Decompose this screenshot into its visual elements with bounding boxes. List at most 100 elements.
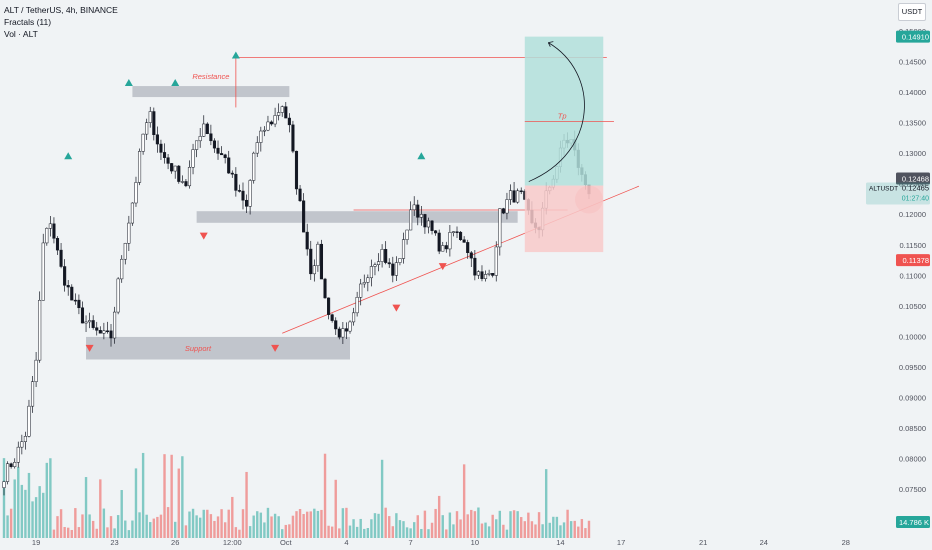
volume-bar [81,514,84,538]
volume-bar [74,508,77,538]
candle-body [498,208,502,248]
volume-bar [484,522,487,538]
candle-body [130,202,134,224]
candle-body [501,208,505,214]
candle-body [391,263,395,276]
candle-body [259,130,263,143]
candle-body [152,111,156,135]
volume-bar [45,462,49,538]
candle-body [277,112,281,116]
candle-body [241,190,245,201]
volume-bar [234,527,238,538]
candle-body [237,190,241,192]
candle-body [466,242,470,253]
price-tick-label: 0.11000 [899,271,926,280]
price-tick-label: 0.14500 [899,58,926,67]
candle-body [55,238,60,251]
candle-body [266,121,270,131]
candle-body [451,231,455,233]
candle-body [52,223,56,239]
candle-body [409,209,413,231]
volume-bar [316,510,320,538]
candle-body [519,190,523,193]
volume-bar [270,516,273,538]
candle-body [380,249,384,262]
current-price-box [866,182,930,205]
volume-bar [99,479,102,538]
candle-body [384,249,388,263]
candle-body [41,242,45,301]
candle-body [491,273,495,276]
price-tick-label: 0.11500 [899,241,926,250]
volume-bar [380,459,384,538]
volume-bar [124,520,127,538]
volume-bar [56,516,59,538]
volume-bar [520,517,523,538]
candle-body [223,154,227,159]
candle-body [98,330,102,334]
volume-bar [491,514,494,538]
candle-body [191,149,195,168]
candle-body [366,277,370,283]
tp-label: Tp [558,111,567,120]
candle-body [423,214,427,228]
fractal-up-marker [64,152,73,160]
candle-body [323,278,327,299]
candle-body [334,320,338,330]
volume-bar [427,529,430,538]
volume-bar [116,515,120,538]
candle-body [352,312,356,323]
fractal-down-marker [199,232,208,240]
volume-bar [156,516,159,538]
volume-bar [541,524,544,538]
volume-bar [437,495,441,538]
volume-bar [127,530,131,538]
volume-bar [109,516,113,538]
volume-bar [309,511,312,538]
candle-body [273,115,277,125]
volume-bar [370,519,373,538]
target-price-tag-bg [896,30,930,43]
candle-body [137,151,142,183]
volume-bar [473,511,477,538]
indicator-volume-label[interactable]: Vol · ALT [4,29,38,39]
volume-bar [213,520,216,538]
candle-body [337,328,341,338]
candle-body [248,180,252,207]
volume-bar [231,496,234,538]
volume-bar [569,521,573,538]
currency-button[interactable]: USDT [898,3,926,21]
price-tick-label: 0.14000 [899,88,926,97]
volume-bar [480,523,484,538]
price-tick-label: 0.13500 [899,119,926,128]
price-tick-label: 0.08000 [899,454,926,463]
position-tool[interactable]: Tp [524,36,614,253]
volume-bar [134,468,138,538]
volume-bar [313,508,316,538]
candle-body [330,314,334,321]
candle-body [84,321,88,324]
candle-body [437,232,441,252]
volume-bar [145,514,148,538]
volume-bar [338,528,341,538]
volume-bar [434,508,437,538]
candle-body [269,121,274,125]
volume-bar [20,484,24,538]
volume-bar [452,524,455,538]
time-tick-label: Oct [280,538,293,547]
candle-body [316,243,320,266]
volume-bar [352,519,355,538]
candle-body [63,266,67,286]
fractal-markers [64,51,447,352]
time-axis: 19 23 26 12:00 Oct 4 7 10 14 17 21 24 28 [32,538,850,547]
volume-bar [459,519,462,538]
price-axis: 0.150000.145000.140000.135000.130000.125… [866,27,930,528]
time-tick-label: 7 [409,538,413,547]
candle-body [373,264,377,267]
volume-bar [359,518,362,538]
indicator-fractals-label[interactable]: Fractals (11) [4,17,52,27]
volume-bar [423,510,427,538]
candle-body [302,200,306,233]
